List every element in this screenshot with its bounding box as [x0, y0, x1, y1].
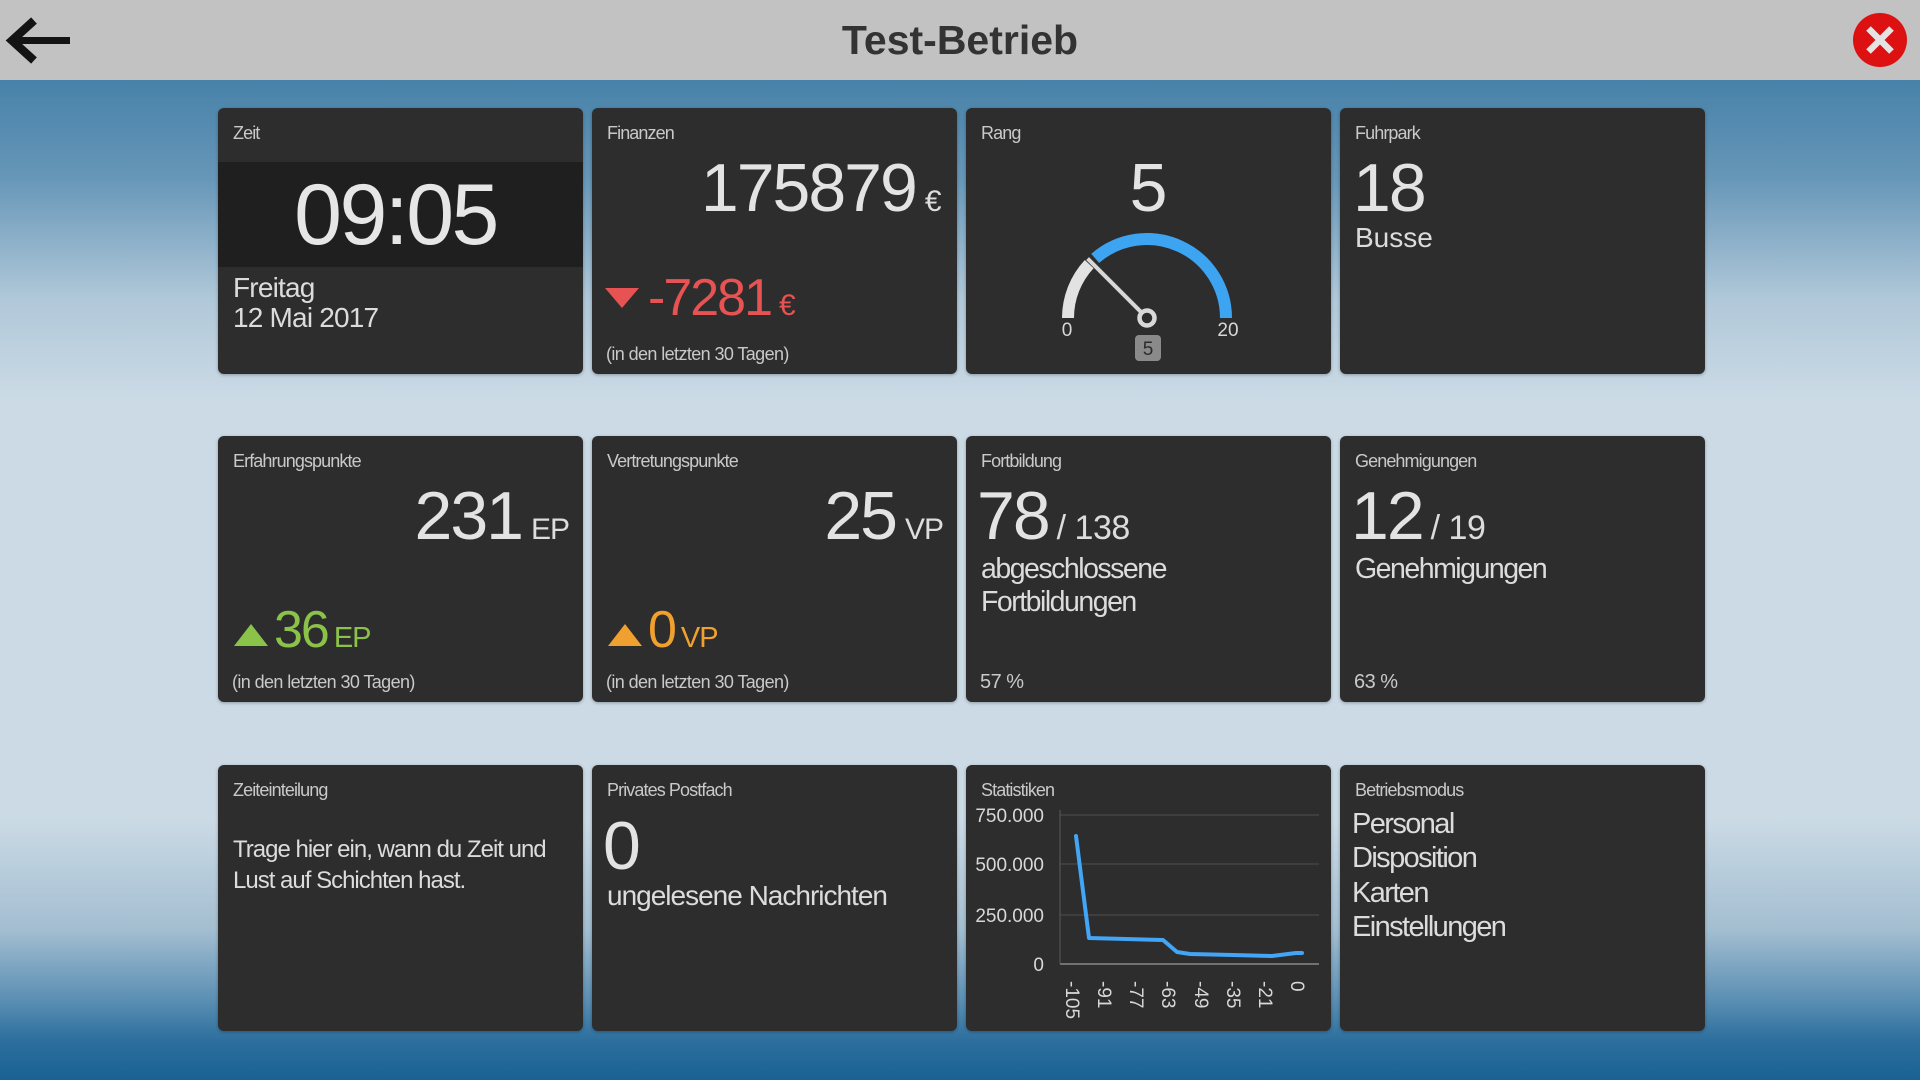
svg-text:-49: -49: [1190, 981, 1211, 1008]
svg-text:0: 0: [1033, 955, 1044, 976]
svg-text:5: 5: [1143, 339, 1154, 360]
svg-text:-35: -35: [1222, 981, 1243, 1008]
svg-text:-63: -63: [1157, 981, 1178, 1008]
svg-text:20: 20: [1217, 320, 1238, 341]
svg-text:0: 0: [1286, 981, 1307, 992]
svg-text:-21: -21: [1254, 981, 1275, 1008]
svg-text:-105: -105: [1061, 981, 1082, 1019]
svg-text:500.000: 500.000: [975, 855, 1044, 876]
svg-text:-77: -77: [1125, 981, 1146, 1008]
svg-text:-91: -91: [1093, 981, 1114, 1008]
svg-text:250.000: 250.000: [975, 906, 1044, 927]
svg-text:750.000: 750.000: [975, 806, 1044, 827]
svg-text:0: 0: [1062, 320, 1073, 341]
